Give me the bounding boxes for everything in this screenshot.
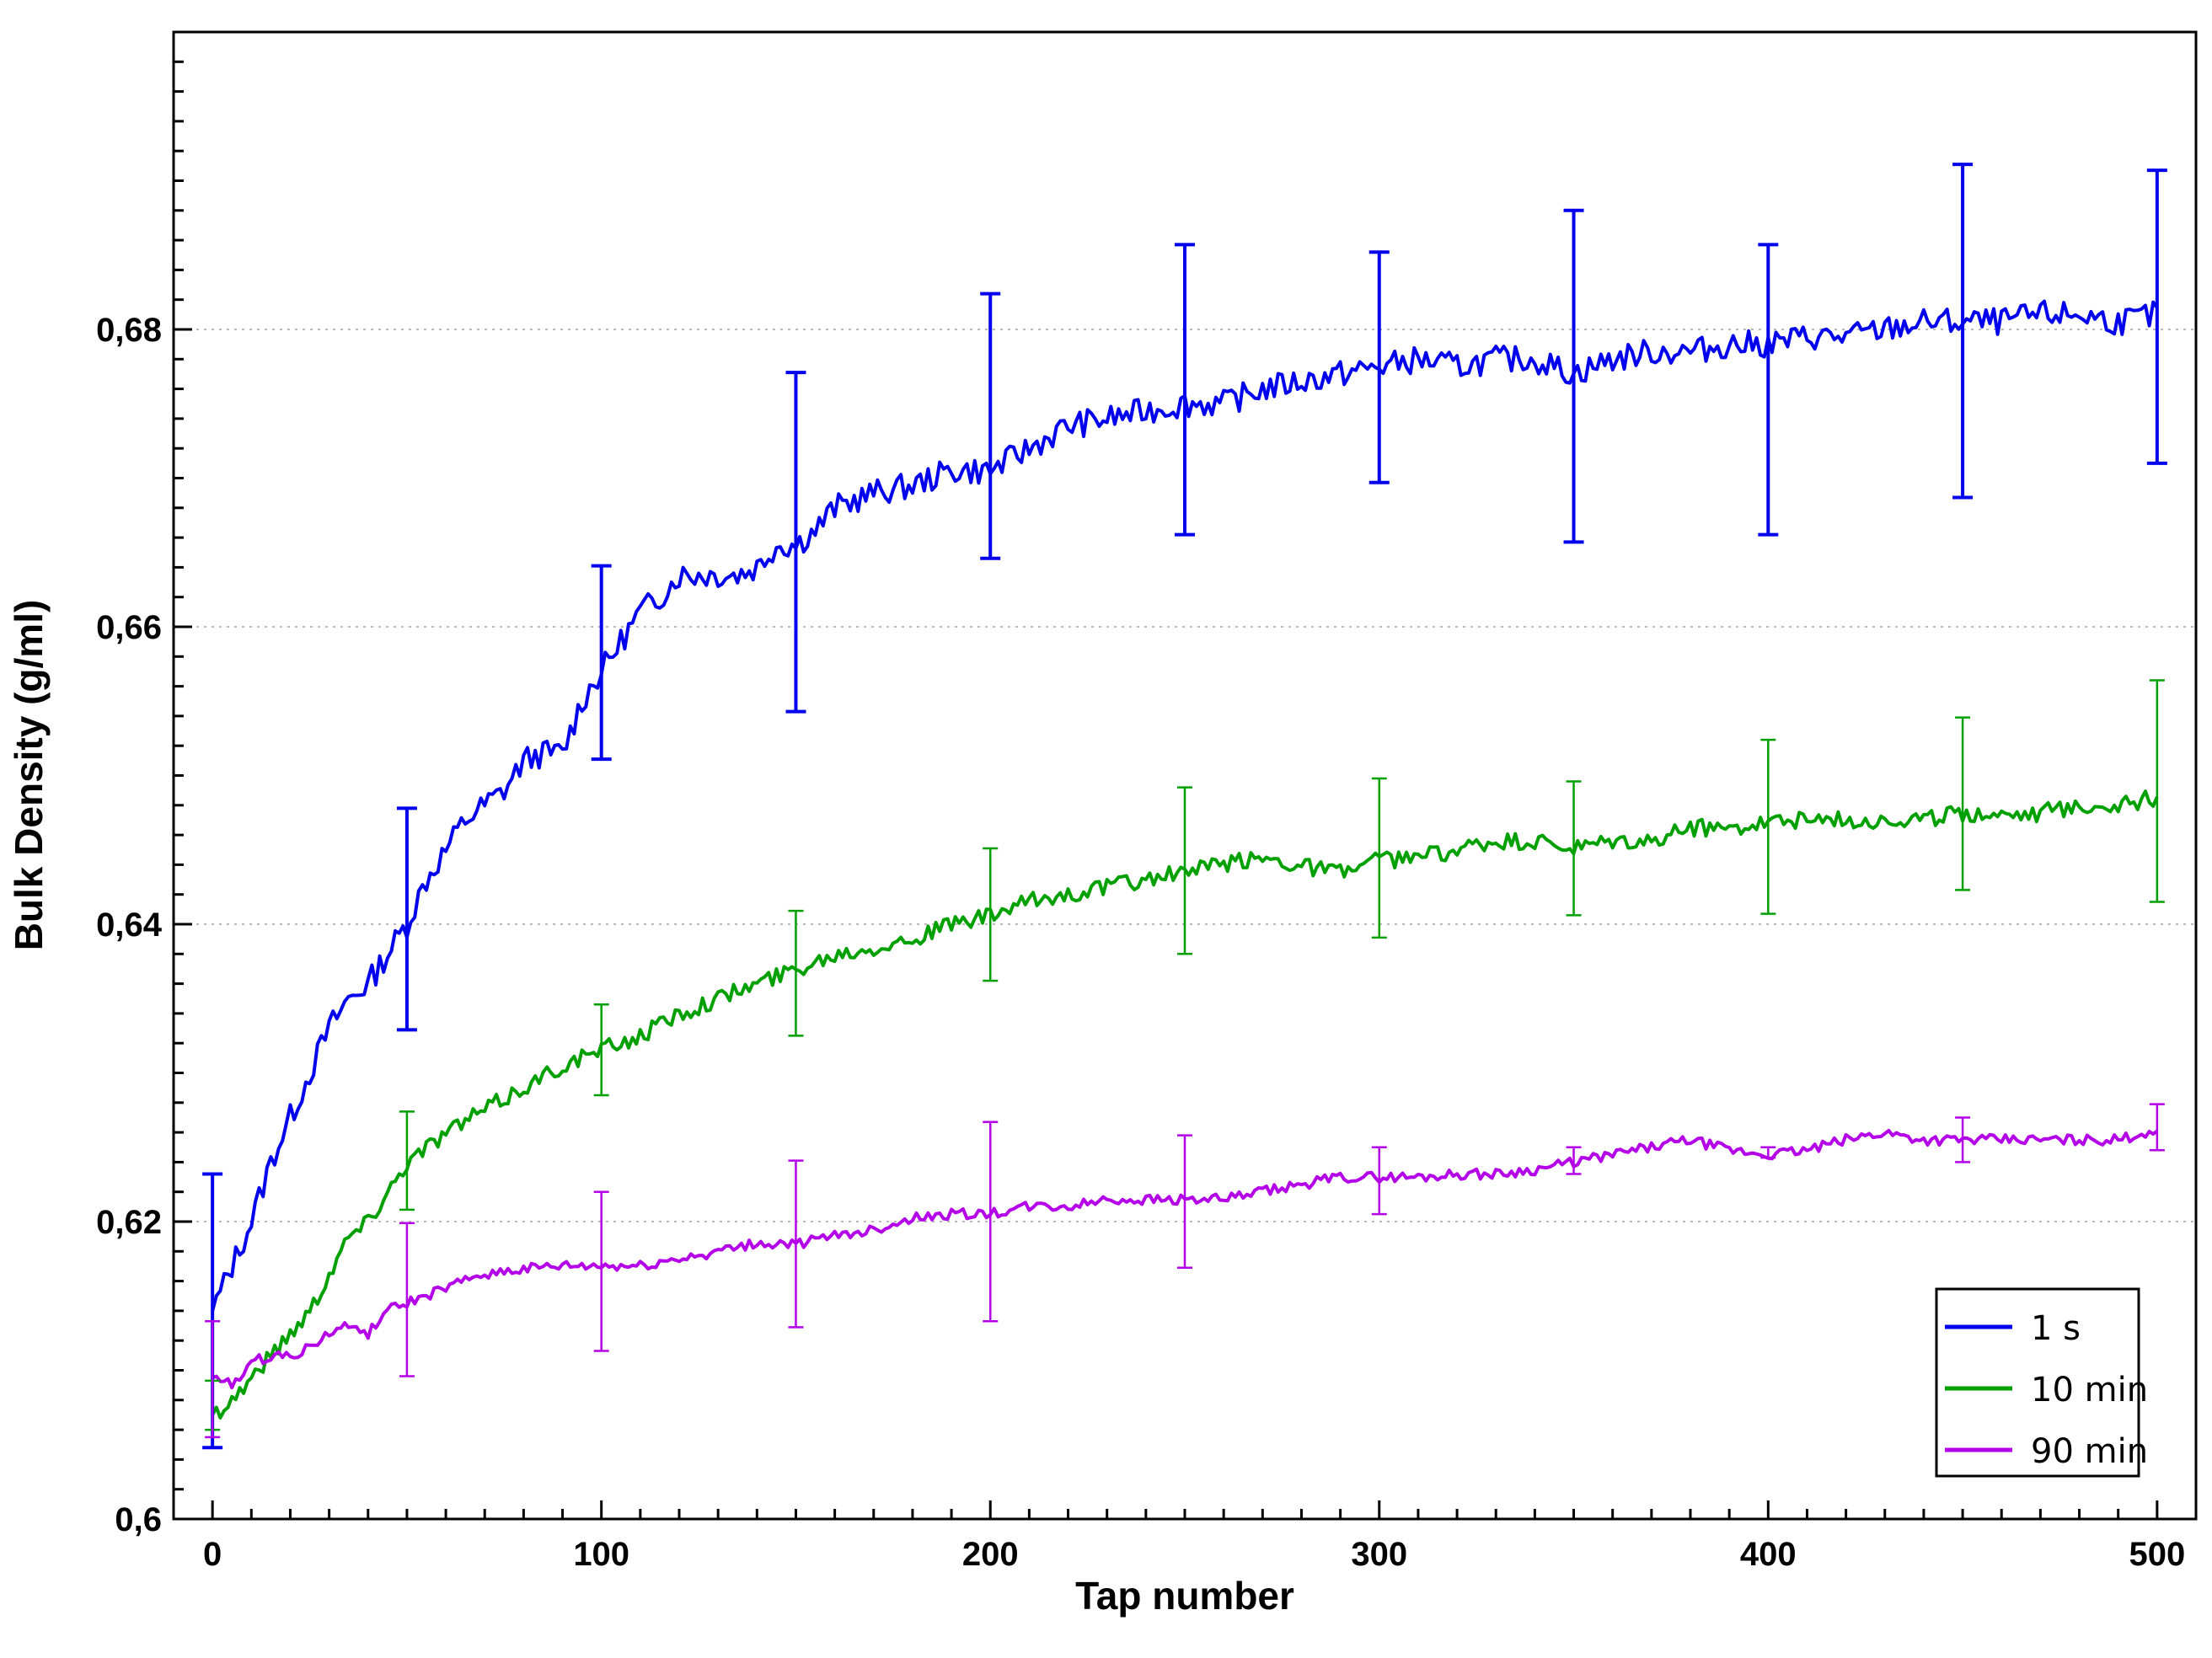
y-tick-label-2: 0,64 — [96, 907, 163, 944]
error-bar-90min-50 — [399, 1222, 415, 1377]
x-tick-label-300: 300 — [1351, 1536, 1407, 1573]
y-tick-label-0: 0,6 — [115, 1501, 162, 1538]
y-tick-label-4: 0,68 — [96, 312, 162, 349]
error-bar-10min-350 — [1566, 780, 1582, 917]
error-bar-90min-100 — [593, 1190, 609, 1352]
error-bar-10min-250 — [1177, 786, 1192, 955]
x-tick-label-100: 100 — [573, 1536, 629, 1573]
y-axis-title: Bulk Density (g/ml) — [7, 600, 51, 951]
error-bar-90min-300 — [1371, 1146, 1387, 1216]
error-bar-10min-400 — [1760, 738, 1776, 915]
error-bar-1s-100 — [591, 564, 612, 762]
y-tick-label-1: 0,62 — [96, 1204, 162, 1241]
legend-label-10min: 10 min — [2031, 1371, 2148, 1409]
error-bar-90min-150 — [788, 1159, 804, 1329]
error-bar-1s-50 — [396, 806, 417, 1032]
error-bar-90min-200 — [983, 1120, 999, 1323]
legend: 1 s 10 min 90 min — [1935, 1287, 2148, 1478]
axis-ticks — [174, 30, 2159, 1521]
error-bar-10min-500 — [2149, 679, 2165, 903]
error-bar-1s-200 — [980, 291, 1001, 560]
error-bar-1s-300 — [1368, 250, 1390, 484]
x-tick-label-400: 400 — [1740, 1536, 1797, 1573]
tick-labels: 0 100 200 300 400 500 0,6 0,62 0,64 0,66 0,68 — [96, 312, 2185, 1573]
error-bar-10min-300 — [1371, 777, 1387, 939]
legend-box — [1935, 1287, 2140, 1478]
x-tick-label-200: 200 — [962, 1536, 1019, 1573]
error-bar-90min-500 — [2149, 1103, 2165, 1152]
x-tick-label-0: 0 — [203, 1536, 222, 1573]
y-tick-label-3: 0,66 — [96, 609, 162, 646]
error-bar-10min-450 — [1955, 716, 1971, 891]
error-bar-1s-500 — [2146, 168, 2167, 465]
error-bar-10min-100 — [593, 1003, 609, 1097]
error-bar-1s-400 — [1758, 243, 1779, 537]
error-bar-10min-50 — [399, 1110, 415, 1211]
error-bars — [202, 163, 2167, 1450]
error-bar-10min-200 — [983, 847, 999, 982]
legend-label-90min: 90 min — [2031, 1432, 2148, 1471]
legend-label-1s: 1 s — [2031, 1309, 2081, 1348]
error-bar-1s-350 — [1563, 208, 1584, 544]
error-bar-90min-0 — [205, 1320, 221, 1439]
x-axis-title: Tap number — [1075, 1574, 1294, 1618]
error-bar-1s-450 — [1952, 163, 1974, 500]
error-bar-1s-150 — [785, 371, 806, 714]
error-bar-90min-400 — [1760, 1146, 1776, 1159]
error-bar-10min-150 — [788, 909, 804, 1037]
error-bar-90min-250 — [1177, 1134, 1192, 1269]
error-bar-90min-350 — [1566, 1146, 1582, 1175]
error-bar-90min-450 — [1955, 1116, 1971, 1163]
error-bar-1s-250 — [1175, 243, 1195, 537]
x-tick-label-500: 500 — [2129, 1536, 2185, 1573]
